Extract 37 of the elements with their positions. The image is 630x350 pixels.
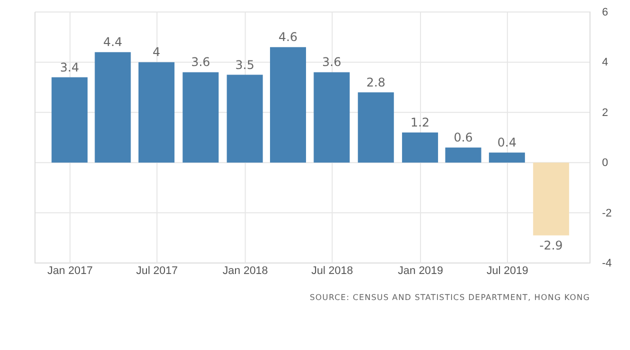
data-label: -2.9 — [539, 238, 563, 252]
x-tick-label: Jan 2018 — [222, 265, 268, 277]
data-label: 3.6 — [191, 55, 210, 70]
x-tick-label: Jul 2017 — [136, 265, 178, 277]
x-tick-label: Jul 2019 — [486, 265, 528, 277]
data-label: 1.2 — [410, 115, 430, 130]
bar — [226, 74, 263, 163]
bar — [314, 72, 350, 163]
data-label: 3.5 — [235, 58, 254, 72]
data-label: 0.6 — [454, 130, 473, 145]
y-tick-label: 0 — [602, 157, 608, 170]
y-tick-label: 2 — [602, 106, 608, 119]
bar — [94, 52, 131, 163]
data-label: 3.6 — [322, 55, 342, 70]
bar — [182, 72, 219, 163]
data-label: 2.8 — [366, 75, 386, 90]
bar — [52, 77, 88, 163]
y-tick-label: 4 — [602, 56, 608, 69]
data-label: 4.4 — [103, 35, 122, 50]
source-note: SOURCE: CENSUS AND STATISTICS DEPARTMENT, HONG KONG — [310, 293, 590, 302]
bar — [402, 132, 438, 163]
x-tick-label: Jan 2019 — [398, 265, 444, 277]
x-tick-label: Jul 2018 — [311, 265, 353, 277]
y-tick-label: -2 — [602, 207, 612, 220]
bar — [358, 92, 394, 163]
bar — [488, 152, 525, 163]
bar — [445, 148, 482, 163]
bar — [138, 62, 174, 163]
bar — [533, 162, 570, 236]
data-label: 3.4 — [60, 60, 80, 74]
y-tick-label: -4 — [602, 258, 612, 270]
data-label: 4 — [152, 45, 160, 60]
x-tick-label: Jan 2017 — [47, 265, 93, 277]
data-label: 0.4 — [497, 136, 516, 150]
y-tick-label: 6 — [602, 6, 608, 19]
data-label: 4.6 — [278, 30, 298, 44]
bar — [270, 47, 306, 163]
